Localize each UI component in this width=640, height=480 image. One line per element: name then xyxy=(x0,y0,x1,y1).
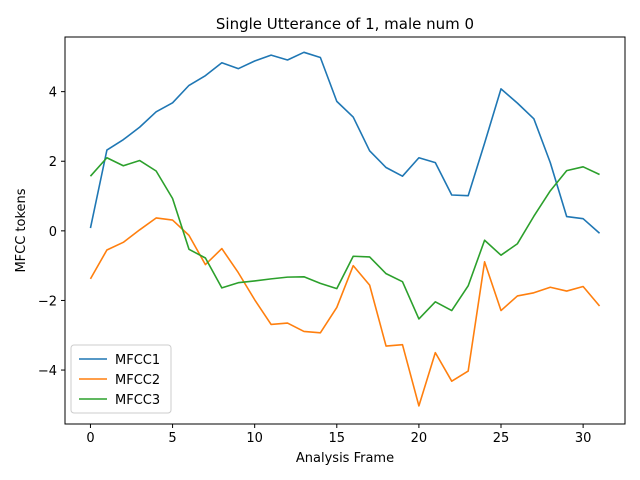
series-line-mfcc3 xyxy=(89,156,600,320)
x-tick-label: 25 xyxy=(493,431,510,446)
x-tick-label: 30 xyxy=(575,431,592,446)
legend-label-mfcc3: MFCC3 xyxy=(115,393,160,408)
chart-title: Single Utterance of 1, male num 0 xyxy=(216,15,474,33)
y-tick-label: −2 xyxy=(38,294,57,309)
series-line-mfcc1 xyxy=(89,51,601,234)
x-axis-label: Analysis Frame xyxy=(296,451,394,466)
x-tick-label: 5 xyxy=(168,431,176,446)
legend-box xyxy=(70,344,172,414)
x-tick-label: 15 xyxy=(329,431,346,446)
x-tick-label: 20 xyxy=(411,431,428,446)
x-tick-label: 0 xyxy=(86,431,94,446)
legend: MFCC1 MFCC2 MFCC3 xyxy=(70,344,172,414)
y-tick-label: 0 xyxy=(49,225,57,240)
y-axis-label: MFCC tokens xyxy=(14,188,29,272)
y-tick-label: −4 xyxy=(38,364,57,379)
x-tick-label: 10 xyxy=(246,431,263,446)
y-tick-label: 2 xyxy=(49,155,57,170)
legend-label-mfcc1: MFCC1 xyxy=(115,353,160,368)
y-tick-label: 4 xyxy=(49,86,57,101)
series-line-mfcc2 xyxy=(89,217,601,407)
axis-ticks: 0 5 10 15 20 25 30 −4 −2 0 2 4 xyxy=(38,86,592,446)
plot-area xyxy=(89,51,601,407)
legend-label-mfcc2: MFCC2 xyxy=(115,373,160,388)
